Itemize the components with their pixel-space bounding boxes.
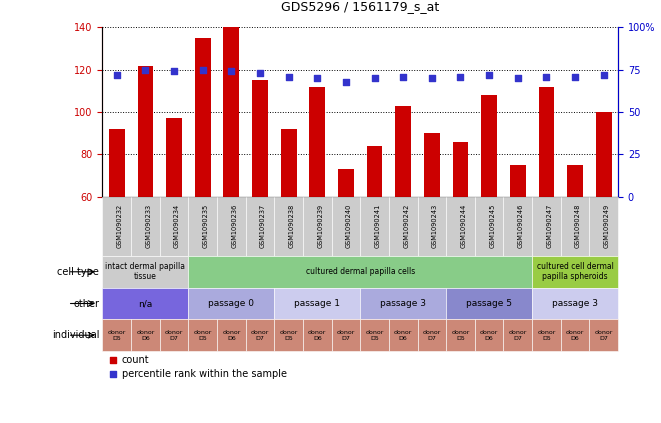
Text: donor
D7: donor D7: [165, 330, 183, 341]
Bar: [166, 118, 182, 197]
Text: GSM1090247: GSM1090247: [547, 204, 553, 248]
Text: GSM1090237: GSM1090237: [260, 204, 266, 248]
Text: passage 3: passage 3: [380, 299, 426, 308]
Bar: [252, 80, 268, 197]
Text: donor
D7: donor D7: [594, 330, 613, 341]
Text: GSM1090245: GSM1090245: [489, 204, 495, 248]
Text: GSM1090241: GSM1090241: [375, 204, 381, 248]
Text: intact dermal papilla
tissue: intact dermal papilla tissue: [105, 262, 186, 281]
Text: GSM1090242: GSM1090242: [403, 204, 409, 248]
Point: [169, 68, 179, 75]
Text: GSM1090238: GSM1090238: [289, 204, 295, 248]
Text: GSM1090235: GSM1090235: [203, 204, 209, 248]
Text: donor
D5: donor D5: [108, 330, 126, 341]
Text: donor
D5: donor D5: [366, 330, 384, 341]
Point: [254, 70, 265, 77]
Bar: [596, 112, 611, 197]
Text: cultured cell dermal
papilla spheroids: cultured cell dermal papilla spheroids: [537, 262, 613, 281]
Text: donor
D6: donor D6: [394, 330, 412, 341]
Text: donor
D7: donor D7: [422, 330, 441, 341]
Text: donor
D6: donor D6: [480, 330, 498, 341]
Text: individual: individual: [52, 330, 99, 340]
Bar: [137, 66, 153, 197]
Point: [369, 75, 380, 82]
Text: other: other: [73, 299, 99, 308]
Bar: [109, 129, 125, 197]
Point: [598, 71, 609, 78]
Text: GSM1090243: GSM1090243: [432, 204, 438, 248]
Bar: [567, 165, 583, 197]
Text: percentile rank within the sample: percentile rank within the sample: [122, 368, 287, 379]
Bar: [453, 142, 469, 197]
Point: [325, 190, 336, 196]
Point: [198, 66, 208, 73]
Bar: [395, 106, 411, 197]
Bar: [510, 165, 525, 197]
Text: GSM1090236: GSM1090236: [231, 204, 237, 248]
Text: cell type: cell type: [58, 267, 99, 277]
Point: [426, 75, 437, 82]
Text: donor
D6: donor D6: [308, 330, 327, 341]
Text: n/a: n/a: [138, 299, 153, 308]
Point: [284, 73, 294, 80]
Bar: [338, 169, 354, 197]
Text: GSM1090246: GSM1090246: [518, 204, 524, 248]
Text: donor
D7: donor D7: [508, 330, 527, 341]
Text: donor
D5: donor D5: [537, 330, 556, 341]
Text: GSM1090240: GSM1090240: [346, 204, 352, 248]
Bar: [539, 87, 555, 197]
Bar: [367, 146, 383, 197]
Point: [140, 66, 151, 73]
Text: donor
D6: donor D6: [566, 330, 584, 341]
Text: donor
D7: donor D7: [251, 330, 269, 341]
Text: GSM1090233: GSM1090233: [145, 204, 151, 248]
Point: [312, 75, 323, 82]
Bar: [481, 95, 497, 197]
Text: donor
D6: donor D6: [136, 330, 155, 341]
Point: [570, 73, 580, 80]
Bar: [424, 133, 440, 197]
Bar: [281, 129, 297, 197]
Point: [541, 73, 552, 80]
Text: donor
D6: donor D6: [222, 330, 241, 341]
Text: count: count: [122, 354, 149, 365]
Point: [325, 316, 336, 323]
Text: GSM1090249: GSM1090249: [603, 204, 609, 248]
Point: [340, 78, 351, 85]
Text: GSM1090239: GSM1090239: [317, 204, 323, 248]
Bar: [223, 27, 239, 197]
Text: donor
D5: donor D5: [194, 330, 212, 341]
Text: GSM1090234: GSM1090234: [174, 204, 180, 248]
Bar: [309, 87, 325, 197]
Text: GSM1090232: GSM1090232: [117, 204, 123, 248]
Text: passage 1: passage 1: [294, 299, 340, 308]
Bar: [195, 38, 211, 197]
Text: donor
D5: donor D5: [280, 330, 298, 341]
Text: GSM1090244: GSM1090244: [461, 204, 467, 248]
Text: GSM1090248: GSM1090248: [575, 204, 581, 248]
Point: [226, 68, 237, 75]
Text: passage 3: passage 3: [552, 299, 598, 308]
Text: GDS5296 / 1561179_s_at: GDS5296 / 1561179_s_at: [281, 0, 440, 13]
Point: [484, 71, 494, 78]
Point: [112, 71, 122, 78]
Text: donor
D7: donor D7: [336, 330, 355, 341]
Text: cultured dermal papilla cells: cultured dermal papilla cells: [305, 267, 415, 276]
Text: donor
D5: donor D5: [451, 330, 470, 341]
Point: [512, 75, 523, 82]
Text: passage 5: passage 5: [466, 299, 512, 308]
Point: [398, 73, 408, 80]
Point: [455, 73, 466, 80]
Text: passage 0: passage 0: [208, 299, 254, 308]
